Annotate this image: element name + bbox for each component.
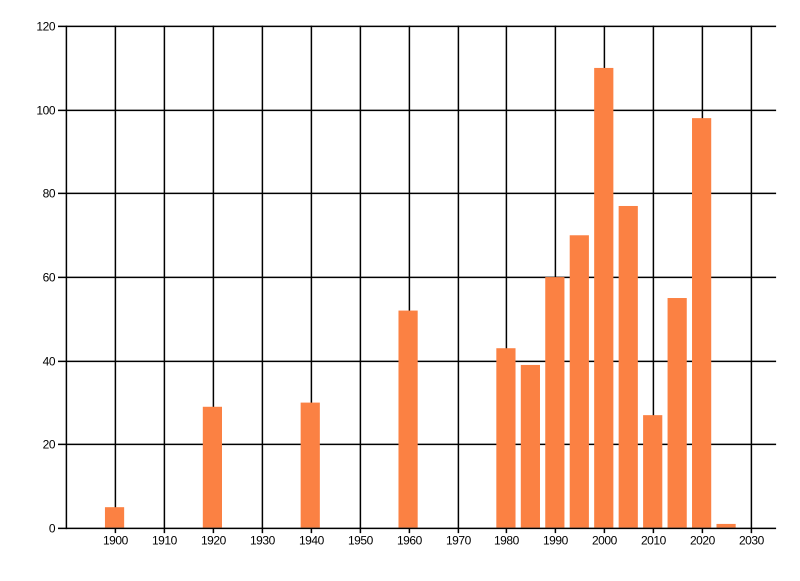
svg-text:2010: 2010 [641, 534, 667, 548]
svg-text:1920: 1920 [201, 534, 227, 548]
svg-text:2020: 2020 [690, 534, 716, 548]
svg-text:1970: 1970 [446, 534, 472, 548]
svg-text:2030: 2030 [739, 534, 765, 548]
svg-text:60: 60 [43, 271, 56, 285]
svg-text:0: 0 [49, 522, 56, 536]
svg-text:2000: 2000 [592, 534, 618, 548]
svg-text:1990: 1990 [543, 534, 569, 548]
svg-text:1980: 1980 [494, 534, 520, 548]
svg-text:20: 20 [43, 438, 56, 452]
svg-text:40: 40 [43, 355, 56, 369]
svg-text:120: 120 [36, 20, 55, 34]
svg-text:1930: 1930 [250, 534, 276, 548]
svg-text:1900: 1900 [103, 534, 129, 548]
svg-text:1910: 1910 [152, 534, 178, 548]
svg-text:80: 80 [43, 187, 56, 201]
svg-text:100: 100 [36, 104, 55, 118]
svg-text:1940: 1940 [299, 534, 325, 548]
svg-text:1950: 1950 [348, 534, 374, 548]
svg-text:1960: 1960 [397, 534, 423, 548]
